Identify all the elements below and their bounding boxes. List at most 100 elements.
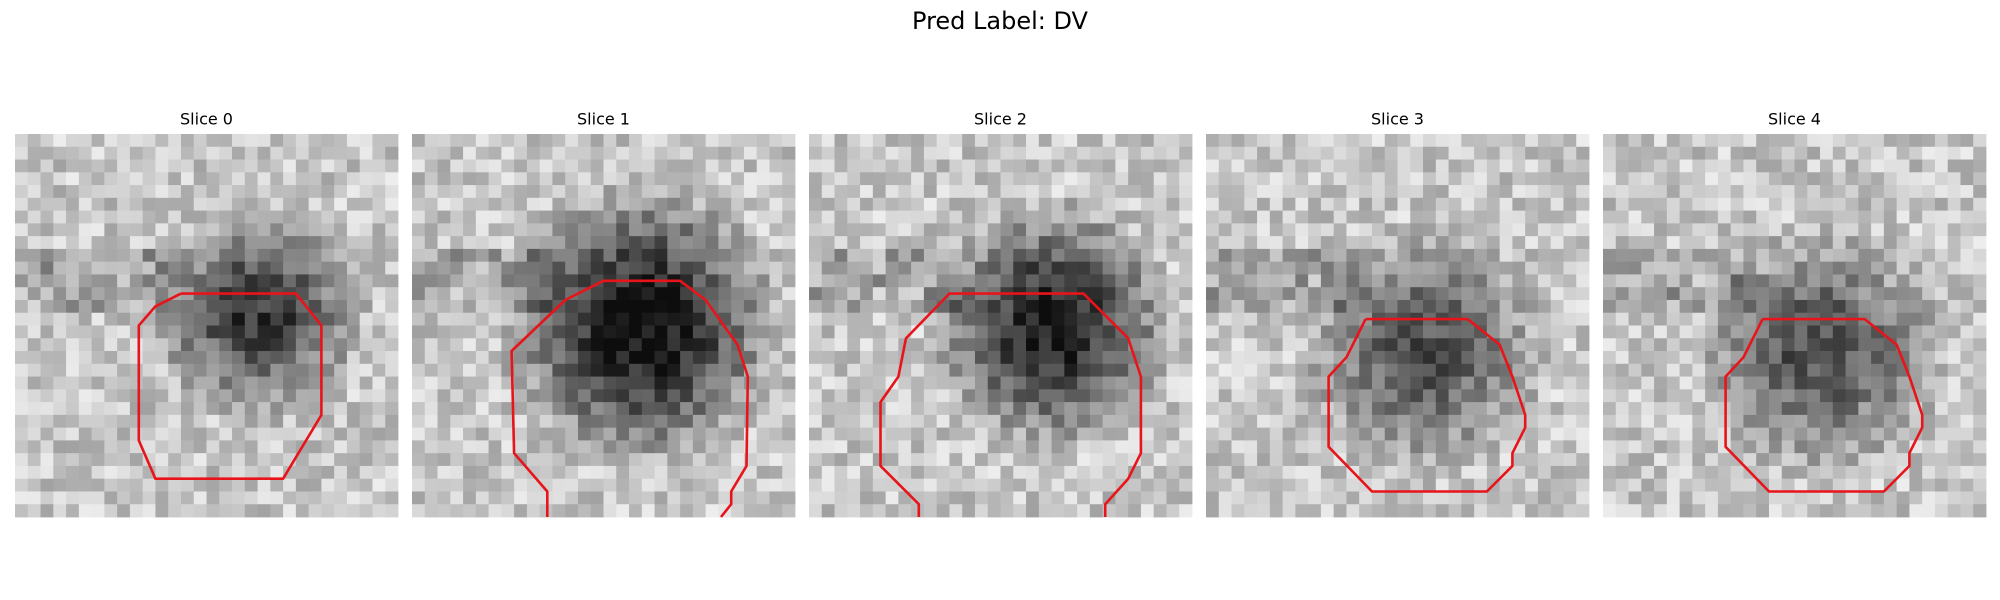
pixel — [1089, 274, 1104, 288]
pixel — [1000, 261, 1014, 275]
pixel — [847, 248, 861, 263]
pixel — [577, 261, 592, 275]
pixel — [193, 491, 207, 505]
pixel — [756, 491, 770, 505]
pixel — [219, 223, 233, 237]
pixel — [1359, 389, 1373, 403]
pixel — [1448, 248, 1462, 263]
pixel — [346, 274, 361, 288]
pixel — [488, 453, 502, 467]
pixel — [821, 261, 835, 275]
pixel — [1603, 236, 1617, 250]
pixel — [769, 351, 783, 365]
pixel — [1218, 338, 1232, 352]
pixel — [295, 210, 310, 224]
pixel — [1807, 274, 1821, 288]
pixel — [1384, 248, 1398, 263]
pixel — [27, 210, 41, 224]
pixel — [1435, 236, 1449, 250]
pixel — [1051, 440, 1065, 454]
pixel — [1499, 325, 1513, 339]
pixel — [1218, 478, 1232, 492]
pixel — [526, 261, 541, 275]
pixel — [232, 274, 246, 288]
pixel — [1038, 465, 1052, 480]
pixel — [129, 453, 144, 467]
pixel — [1960, 299, 1974, 314]
pixel — [1628, 491, 1642, 505]
pixel — [1371, 338, 1386, 352]
pixel — [308, 210, 322, 224]
pixel — [987, 504, 1001, 518]
pixel — [488, 363, 502, 377]
pixel — [1474, 351, 1488, 365]
pixel — [821, 287, 835, 301]
pixel — [1717, 312, 1732, 326]
pixel — [1679, 363, 1693, 377]
pixel — [1435, 414, 1449, 429]
pixel — [872, 478, 886, 492]
pixel — [1486, 197, 1501, 211]
pixel — [1896, 504, 1910, 518]
pixel — [424, 376, 438, 390]
panel-title: Slice 1 — [577, 110, 630, 129]
pixel — [463, 427, 477, 441]
pixel — [1371, 504, 1386, 518]
pixel — [206, 338, 220, 352]
pixel — [847, 299, 861, 314]
pixel — [1333, 172, 1347, 186]
pixel — [321, 351, 335, 365]
pixel — [1705, 402, 1719, 416]
pixel — [1922, 351, 1936, 365]
pixel — [193, 223, 207, 237]
pixel — [1051, 248, 1065, 263]
pixel — [1973, 287, 1987, 301]
pixel — [1743, 312, 1757, 326]
pixel — [1038, 338, 1052, 352]
slice-image — [809, 134, 1193, 518]
pixel — [1550, 389, 1564, 403]
pixel — [321, 134, 335, 148]
pixel — [1768, 376, 1783, 390]
pixel — [385, 210, 399, 224]
pixel — [180, 389, 195, 403]
pixel — [283, 440, 297, 454]
pixel — [1820, 351, 1834, 365]
pixel — [117, 248, 131, 263]
pixel — [1038, 146, 1052, 160]
pixel — [949, 465, 963, 480]
pixel — [680, 504, 694, 518]
pixel — [463, 491, 477, 505]
pixel — [718, 376, 732, 390]
pixel — [1628, 504, 1642, 518]
pixel — [1346, 185, 1360, 199]
pixel — [1153, 197, 1167, 211]
pixel — [756, 134, 770, 148]
pixel — [1705, 376, 1719, 390]
pixel — [616, 427, 630, 441]
pixel — [1576, 414, 1590, 429]
pixel — [847, 223, 861, 237]
pixel — [1615, 172, 1629, 186]
pixel — [603, 197, 617, 211]
pixel — [1257, 210, 1271, 224]
pixel — [565, 146, 579, 160]
pixel — [1550, 376, 1564, 390]
pixel — [821, 159, 835, 173]
pixel — [283, 172, 297, 186]
pixel — [1077, 236, 1091, 250]
pixel — [834, 478, 848, 492]
pixel — [731, 236, 745, 250]
pixel — [1320, 261, 1335, 275]
pixel — [1845, 389, 1859, 403]
pixel — [1603, 223, 1617, 237]
pixel — [1153, 159, 1167, 173]
pixel — [1308, 440, 1322, 454]
pixel — [923, 261, 938, 275]
pixel — [1615, 389, 1629, 403]
pixel — [1153, 261, 1167, 275]
pixel — [1295, 185, 1309, 199]
pixel — [283, 159, 297, 173]
pixel — [1756, 274, 1770, 288]
pixel — [782, 223, 796, 237]
